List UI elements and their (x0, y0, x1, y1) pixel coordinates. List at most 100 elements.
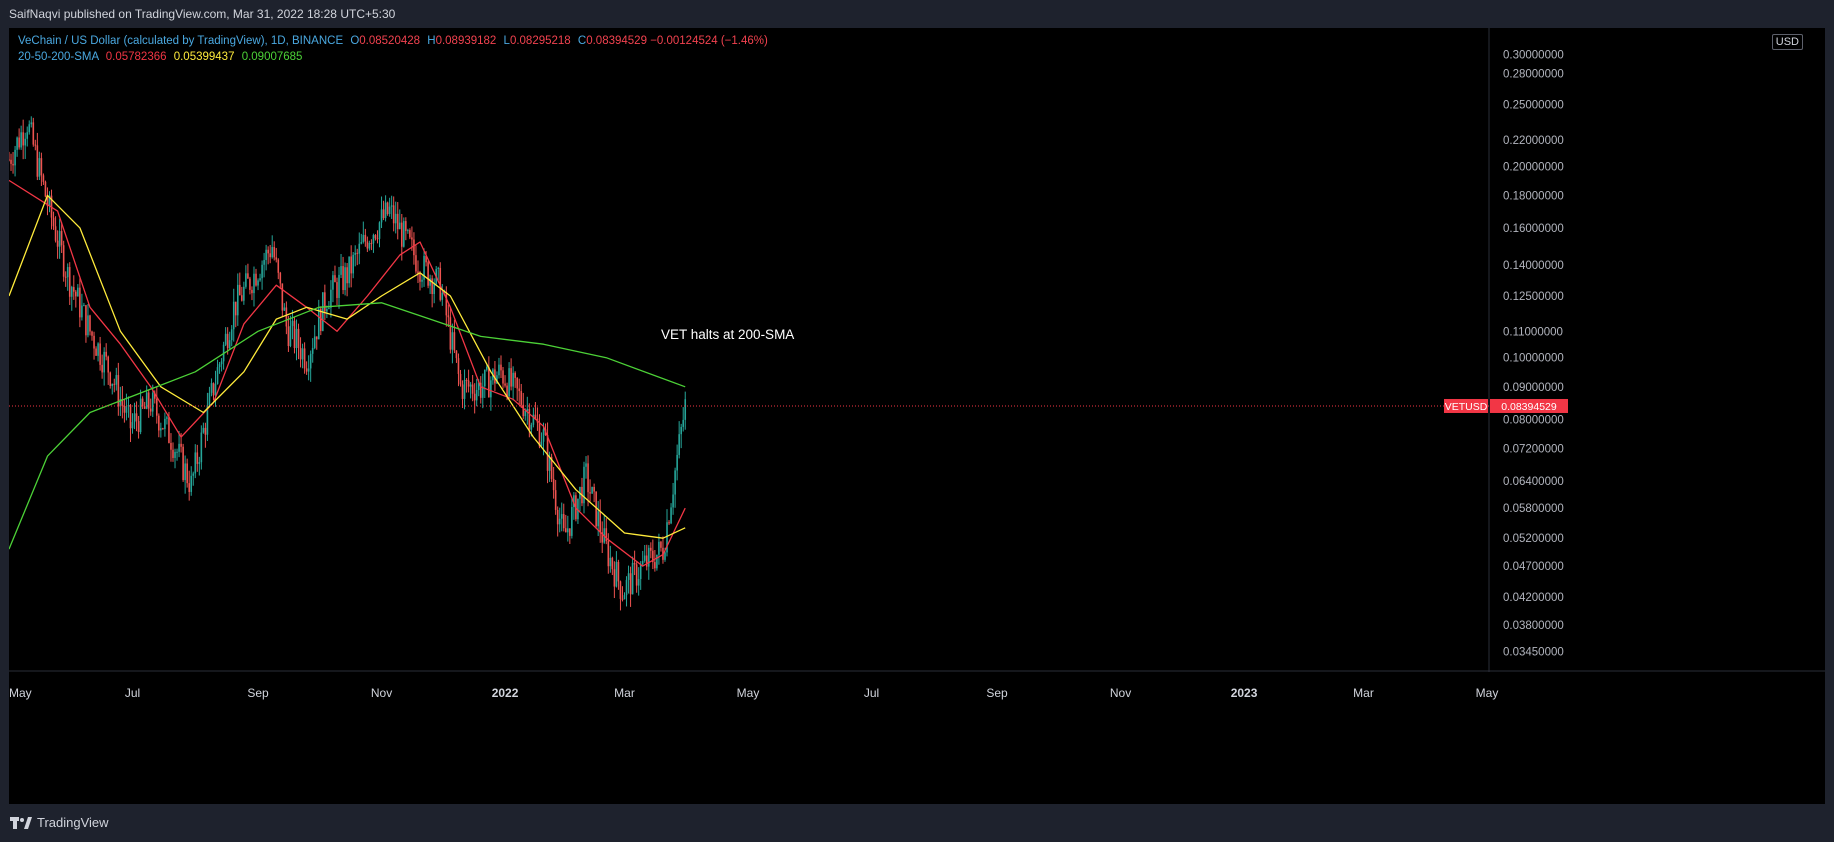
candle-body (672, 494, 674, 508)
indicator-name[interactable]: 20-50-200-SMA (18, 51, 99, 63)
candle-body (564, 528, 567, 533)
indicator-legend[interactable]: 20-50-200-SMA 0.05782366 0.05399437 0.09… (18, 51, 302, 63)
candle-body (400, 222, 403, 247)
candle-body (139, 398, 142, 433)
candle-body (356, 252, 359, 254)
candle-body (605, 528, 608, 542)
x-tick-label: May (9, 686, 32, 700)
candle-body (506, 385, 508, 397)
candle-body (20, 132, 22, 148)
candle-body (445, 291, 448, 316)
price-tag-bg (1490, 398, 1568, 413)
candle-body (591, 486, 593, 494)
candle-body (463, 379, 466, 399)
y-tick-label: 0.04200000 (1503, 592, 1564, 604)
x-tick-label: Sep (986, 686, 1008, 700)
candle-body (670, 507, 672, 524)
candle-body (619, 581, 622, 599)
candle-body (204, 427, 207, 435)
candle-body (162, 428, 164, 430)
candle-body (289, 326, 292, 346)
candle-body (89, 315, 91, 332)
candle-body (530, 424, 533, 430)
candle-body (633, 562, 636, 565)
candle-body (328, 307, 330, 309)
candle-body (613, 569, 616, 587)
candle-body (101, 364, 103, 373)
candle-body (611, 557, 614, 570)
candle-body (36, 145, 39, 177)
candle-body (72, 287, 75, 292)
candle-body (131, 422, 134, 429)
change-value: −0.00124524 (−1.46%) (650, 35, 768, 47)
candle-body (117, 375, 120, 407)
candle-body (137, 421, 140, 433)
candle-body (502, 370, 504, 384)
candle-body (354, 252, 357, 255)
x-tick-label: Jul (864, 686, 879, 700)
candle-body (346, 267, 348, 284)
candle-body (40, 158, 43, 176)
candle-body (12, 163, 14, 166)
candle-body (481, 386, 484, 398)
candle-body (678, 434, 680, 455)
candle-body (56, 240, 59, 247)
candle-body (554, 490, 557, 510)
price-tag-label: 0.08394529 (1501, 401, 1557, 413)
candle-body (291, 320, 294, 327)
candle-body (336, 282, 338, 298)
candle-body (623, 595, 626, 600)
candle-body (70, 287, 73, 297)
candle-body (597, 511, 599, 527)
candle-body (437, 267, 440, 270)
candle-body (473, 393, 476, 401)
candle-body (267, 249, 269, 254)
candle-body (158, 415, 160, 431)
candle-body (269, 253, 271, 258)
candle-body (151, 392, 154, 412)
candle-body (135, 413, 138, 422)
close-label: C (577, 35, 587, 47)
candle-body (520, 391, 523, 405)
candle-body (210, 383, 213, 393)
candle-body (147, 392, 150, 409)
candle-body (277, 259, 280, 273)
candle-body (293, 320, 296, 349)
candle-body (409, 230, 411, 238)
open-label: O (350, 35, 360, 47)
price-chart[interactable]: 0.30000000 0.28000000 0.25000000 0.22000000… (9, 28, 1825, 804)
candle-body (469, 384, 472, 387)
candle-body (48, 195, 51, 207)
y-tick-label: 0.20000000 (1503, 161, 1564, 173)
candle-body (9, 159, 10, 161)
candle-body (645, 555, 648, 567)
y-tick-label: 0.16000000 (1503, 223, 1564, 235)
candle-body (208, 392, 211, 406)
candle-body (326, 308, 328, 312)
candle-body (512, 372, 514, 387)
candle-body (303, 348, 306, 369)
candle-body (54, 226, 57, 241)
candle-body (682, 419, 685, 427)
candle-body (684, 399, 687, 420)
candle-body (87, 315, 89, 336)
candle-body (457, 358, 460, 374)
candle-body (676, 454, 678, 471)
candle-body (431, 278, 433, 294)
candle-body (66, 267, 69, 278)
candle-body (38, 158, 41, 177)
currency-badge[interactable]: USD (1771, 34, 1803, 50)
tradingview-logo[interactable]: TradingView (10, 815, 109, 830)
candle-body (172, 449, 174, 458)
candle-body (384, 202, 387, 219)
candle-body (425, 255, 427, 263)
candle-body (419, 273, 421, 282)
candle-body (455, 350, 458, 359)
candle-body (569, 528, 571, 536)
price-candles (9, 116, 687, 611)
candle-body (281, 283, 284, 311)
candle-body (121, 399, 124, 406)
chart-panel[interactable]: 0.30000000 0.28000000 0.25000000 0.22000000… (9, 28, 1825, 804)
time-axis-area[interactable] (9, 672, 1825, 804)
candle-body (192, 473, 195, 476)
